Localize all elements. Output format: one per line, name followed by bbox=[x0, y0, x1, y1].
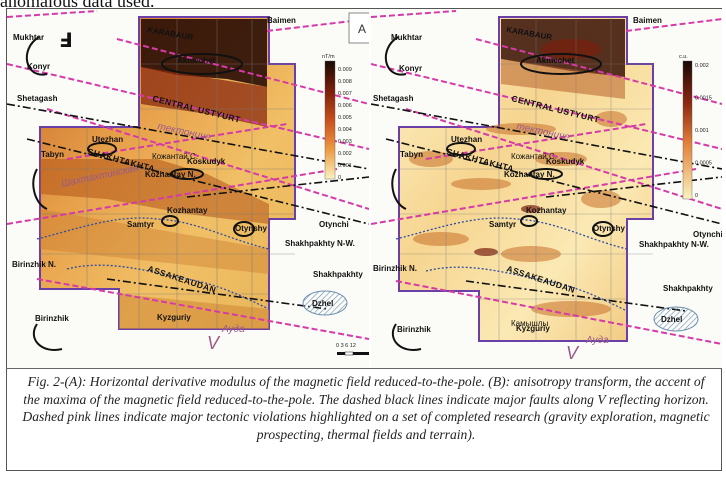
label-shakhpakhty-nw-b: Shakhpakhty N-W. bbox=[639, 240, 709, 249]
label-mukhtar: Mukhtar bbox=[13, 33, 44, 42]
watermark-ayda-b: Ауда bbox=[585, 335, 609, 346]
colorbar-tick-label: 0.001 bbox=[338, 163, 352, 169]
label-kozhantay-n-b: Kozhantay N. bbox=[504, 170, 555, 179]
label-utezhan: Utezhan bbox=[92, 135, 123, 144]
colorbar-b bbox=[682, 60, 693, 200]
colorbar-b-ticks: 0.002 0.0015 0.001 0.0005 0 bbox=[695, 63, 712, 199]
colorbar-unit-b: c.u. bbox=[679, 54, 688, 60]
label-birinzhik-n-b: Birinzhik N. bbox=[373, 264, 417, 273]
structure-outlines-b bbox=[384, 36, 614, 351]
colorbar-unit-a: nT/m bbox=[322, 54, 335, 60]
colorbar-tick-label: 0.006 bbox=[338, 103, 352, 109]
label-birinzhik: Birinzhik bbox=[35, 314, 69, 323]
label-otynshy-b: Otynshy bbox=[593, 224, 626, 233]
label-koskudyk-b: Koskudyk bbox=[546, 157, 585, 166]
colorbar-a bbox=[324, 60, 336, 180]
label-birinzhik-b: Birinzhik bbox=[397, 325, 431, 334]
scale-bar bbox=[337, 351, 369, 356]
label-shetagash-b: Shetagash bbox=[373, 94, 414, 103]
colorbar-tick-label: 0.0015 bbox=[695, 96, 712, 102]
north-arrow-icon: Ⅎ bbox=[59, 28, 73, 52]
label-dzhel: Dzhel bbox=[312, 299, 333, 308]
label-birinzhik-n: Birinzhik N. bbox=[12, 260, 56, 269]
river-line bbox=[36, 217, 270, 250]
label-kozhantay-s: Кожантай С. bbox=[152, 152, 198, 161]
watermark-v: V bbox=[207, 333, 221, 353]
label-kozhantay: Kozhantay bbox=[167, 206, 208, 215]
label-akmechet: Akmechet bbox=[177, 56, 216, 65]
label-shakhpakhty-nw: Shakhpakhty N-W. bbox=[285, 239, 355, 248]
label-tabyn-b: Tabyn bbox=[400, 150, 423, 159]
label-samtyr: Samtyr bbox=[127, 220, 154, 229]
colorbar-tick-label: 0 bbox=[695, 193, 698, 199]
label-otynshy: Otynshy bbox=[235, 224, 268, 233]
label-utezhan-b: Utezhan bbox=[451, 135, 482, 144]
figure-caption: Fig. 2-(A): Horizontal derivative modulu… bbox=[22, 374, 710, 442]
colorbar-tick-label: 0.005 bbox=[338, 115, 352, 121]
panel-badge-a: A bbox=[358, 22, 366, 36]
label-koskudyk: Koskudyk bbox=[187, 157, 226, 166]
fault-lines bbox=[6, 103, 370, 310]
label-kyzguriy-b: Kyzguriy bbox=[516, 324, 550, 333]
colorbar-tick-label: 0.0005 bbox=[695, 161, 712, 167]
colorbar-tick-label: 0.001 bbox=[695, 128, 709, 134]
scale-bar-ticks: 0 3 6 12 bbox=[336, 343, 356, 349]
label-shakhpakhty: Shakhpakhty bbox=[313, 270, 363, 279]
colorbar-tick-label: 0.009 bbox=[338, 67, 352, 73]
label-otynchi-b: Otynchi bbox=[693, 230, 722, 239]
label-kozhantay-n: Kozhantay N. bbox=[145, 170, 196, 179]
colorbar-tick-label: 0.002 bbox=[338, 151, 352, 157]
label-kozhantay-s-b: Кожантай С. bbox=[511, 152, 557, 161]
label-shakhpakhty-b: Shakhpakhty bbox=[663, 284, 713, 293]
colorbar-tick-label: 0.008 bbox=[338, 79, 352, 85]
colorbar-a-ticks: 0.009 0.008 0.007 0.006 0.005 0.004 0.003 0.002… bbox=[338, 67, 352, 181]
label-konyr-b: Konyr bbox=[399, 64, 422, 73]
label-tabyn: Tabyn bbox=[41, 150, 64, 159]
panel-b-svg: тектониче Ауда Камышлы V KARABAUR Akmech… bbox=[370, 9, 723, 368]
colorbar-tick-label: 0.003 bbox=[338, 139, 352, 145]
label-baimen-b: Baimen bbox=[633, 16, 662, 25]
panel-a-svg: тектониче Шахтахтинская Ауда V KARABAUR … bbox=[6, 9, 382, 368]
label-mukhtar-b: Mukhtar bbox=[391, 33, 422, 42]
panel-a-map: тектониче Шахтахтинская Ауда V KARABAUR … bbox=[6, 9, 382, 368]
panel-b-map: тектониче Ауда Камышлы V KARABAUR Akmech… bbox=[370, 9, 723, 368]
anisotropy-speckles bbox=[409, 111, 627, 317]
label-otynchi: Otynchi bbox=[319, 220, 349, 229]
colorbar-tick-label: 0 bbox=[338, 175, 341, 181]
dzhel-zone-b bbox=[653, 306, 699, 332]
caption-divider bbox=[6, 368, 722, 369]
label-dzhel-b: Dzhel bbox=[661, 315, 682, 324]
watermark-kamyshly-b: Камышлы bbox=[511, 319, 548, 328]
watermark-ayda: Ауда bbox=[221, 324, 245, 335]
colorbar-tick-label: 0.002 bbox=[695, 63, 709, 69]
label-kyzguriy: Kyzguriy bbox=[157, 313, 191, 322]
top-text-fragment: anomalous data used. bbox=[0, 0, 726, 9]
label-baimen: Baimen bbox=[267, 16, 296, 25]
river-line-b bbox=[395, 217, 628, 250]
label-shetagash: Shetagash bbox=[17, 94, 58, 103]
fault-lines-b bbox=[370, 103, 723, 312]
watermark-v-b: V bbox=[566, 343, 580, 363]
dzhel-zone bbox=[302, 290, 348, 316]
structure-outlines bbox=[25, 36, 255, 351]
label-kozhantay-b: Kozhantay bbox=[526, 206, 567, 215]
label-akmechet-b: Akmechet bbox=[536, 56, 575, 65]
colorbar-tick-label: 0.007 bbox=[338, 91, 352, 97]
label-samtyr-b: Samtyr bbox=[489, 220, 516, 229]
label-konyr: Konyr bbox=[27, 62, 50, 71]
colorbar-tick-label: 0.004 bbox=[338, 127, 352, 133]
tectonic-lines-b bbox=[370, 10, 723, 345]
